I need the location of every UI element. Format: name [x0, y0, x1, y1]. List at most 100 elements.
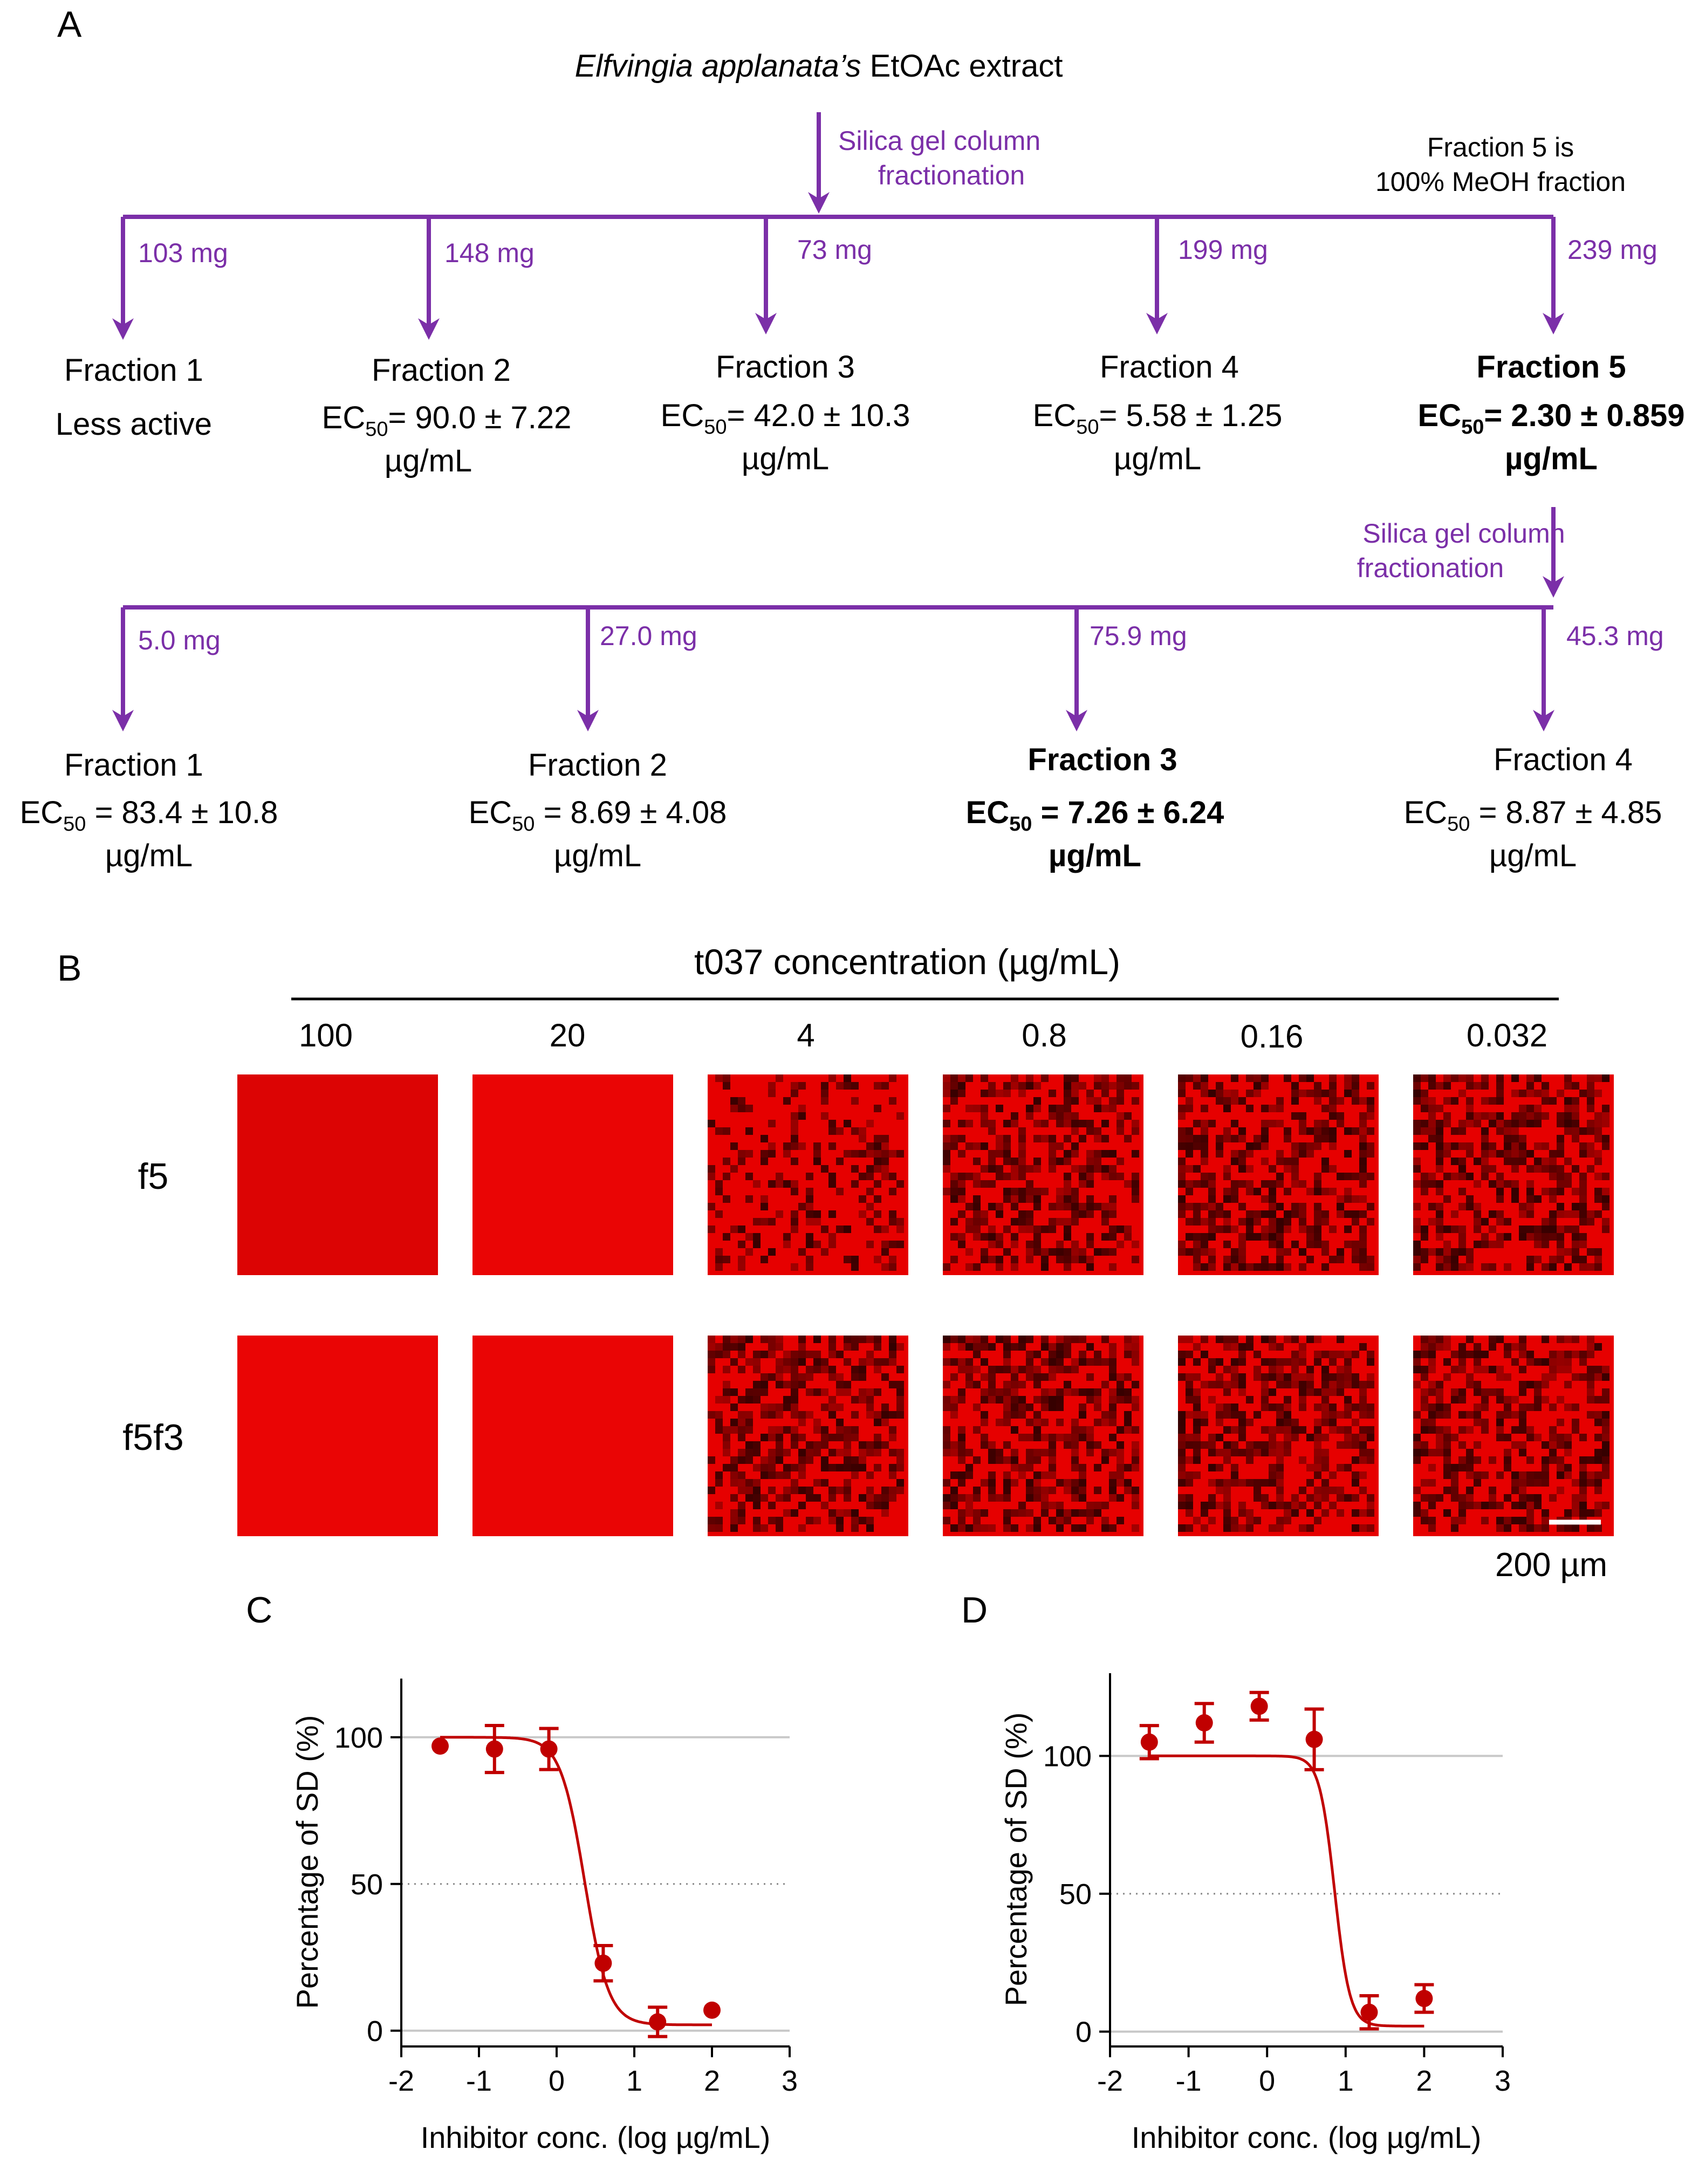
microscopy-tile: [708, 1074, 908, 1275]
microscopy-tiles: [237, 1074, 1614, 1536]
data-point: [1140, 1733, 1158, 1751]
extract-title: Elfvingia applanata’s EtOAc extract: [575, 49, 1063, 84]
fraction-name: Fraction 3: [1028, 742, 1177, 777]
data-point: [540, 1740, 558, 1758]
microscopy-tile: [943, 1336, 1143, 1536]
fraction-name: Fraction 1: [64, 353, 203, 388]
top-fraction-3: Fraction 3 EC50= 42.0 ± 10.3 µg/mL: [661, 350, 910, 476]
bottom-fraction-3: Fraction 3 EC50 = 7.26 ± 6.24 µg/mL: [966, 742, 1224, 873]
row-label-f5f3: f5f3: [122, 1417, 183, 1458]
microscopy-tile: [1178, 1336, 1379, 1536]
bottom-fraction-2: Fraction 2 EC50 = 8.69 ± 4.08 µg/mL: [469, 748, 727, 873]
data-point: [1195, 1714, 1213, 1731]
top-fraction-4: Fraction 4 EC50= 5.58 ± 1.25 µg/mL: [1033, 350, 1283, 476]
step1-label-line1: Silica gel column: [838, 126, 1040, 156]
microscopy-tile: [237, 1336, 438, 1536]
bottom-fraction-4: Fraction 4 EC50 = 8.87 ± 4.85 µg/mL: [1404, 742, 1662, 873]
microscopy-tile: [237, 1074, 438, 1275]
top-fraction-2: Fraction 2 EC50= 90.0 ± 7.22 µg/mL: [322, 353, 572, 478]
concentration-title: t037 concentration (µg/mL): [694, 942, 1120, 982]
note-line2: 100% MeOH fraction: [1375, 167, 1626, 197]
x-tick-label: -1: [466, 2065, 492, 2097]
chart-c: -2 -1 0 1 2 3 0 50 100 Inhibitor conc. (log µg/mL…: [290, 1679, 798, 2154]
microscopy-tile: [1413, 1074, 1614, 1275]
y-tick-label: 50: [351, 1868, 383, 1901]
fraction-ec50: EC50= 42.0 ± 10.3: [661, 398, 910, 439]
fraction-unit: µg/mL: [1505, 441, 1598, 476]
mass-bottom-3: 75.9 mg: [1090, 621, 1187, 651]
fraction-name: Fraction 3: [716, 350, 855, 385]
step2-label-line1: Silica gel column: [1362, 518, 1565, 549]
data-point: [1305, 1730, 1323, 1748]
data-point: [649, 2013, 667, 2031]
data-point: [594, 1954, 612, 1972]
fraction-ec50: EC50 = 83.4 ± 10.8: [20, 795, 278, 836]
fraction-unit: µg/mL: [1114, 441, 1201, 476]
conc-label-3: 4: [797, 1017, 814, 1053]
x-tick-label: 1: [626, 2065, 642, 2097]
x-tick-label: -2: [1097, 2065, 1123, 2097]
fraction-ec50: EC50 = 8.69 ± 4.08: [469, 795, 727, 836]
flowchart-tree-1: [112, 112, 1564, 340]
x-tick-label: 2: [704, 2065, 720, 2097]
fraction-unit: µg/mL: [1049, 838, 1141, 873]
top-fraction-1: Fraction 1 Less active: [56, 353, 212, 442]
conc-label-6: 0.032: [1467, 1017, 1547, 1053]
fraction-ec50: EC50= 5.58 ± 1.25: [1033, 398, 1283, 439]
fraction-name: Fraction 4: [1494, 742, 1633, 777]
fraction-name: Fraction 2: [372, 353, 511, 388]
x-tick-label: 3: [1495, 2065, 1511, 2097]
fraction-unit: µg/mL: [1489, 838, 1577, 873]
fit-curve: [1149, 1754, 1424, 2028]
step1-label-line2: fractionation: [878, 160, 1025, 190]
data-point: [485, 1740, 503, 1758]
x-tick-label: 3: [782, 2065, 798, 2097]
note-line1: Fraction 5 is: [1427, 132, 1574, 162]
fraction-unit: µg/mL: [742, 441, 829, 476]
microscopy-tile: [472, 1074, 673, 1275]
y-tick-label: 50: [1059, 1878, 1092, 1911]
mass-bottom-1: 5.0 mg: [138, 625, 221, 655]
data-point: [1360, 2003, 1378, 2021]
flowchart-tree-2: [112, 507, 1564, 731]
x-tick-label: 2: [1416, 2065, 1432, 2097]
fraction-name: Fraction 4: [1100, 350, 1239, 385]
panel-label-b: B: [57, 948, 81, 989]
conc-label-1: 100: [299, 1017, 353, 1053]
mass-top-3: 73 mg: [797, 235, 872, 265]
x-axis-title: Inhibitor conc. (log µg/mL): [421, 2120, 771, 2154]
x-tick-label: 1: [1338, 2065, 1354, 2097]
x-axis-title: Inhibitor conc. (log µg/mL): [1132, 2120, 1482, 2154]
fraction-name: Fraction 2: [528, 748, 667, 783]
y-tick-label: 100: [1043, 1740, 1092, 1772]
bottom-fraction-1: Fraction 1 EC50 = 83.4 ± 10.8 µg/mL: [20, 748, 278, 873]
fraction-unit: µg/mL: [105, 838, 193, 873]
fraction-ec50: EC50= 90.0 ± 7.22: [322, 400, 572, 441]
microscopy-tile: [1413, 1336, 1614, 1536]
y-tick-label: 0: [1076, 2016, 1092, 2048]
microscopy-tile: [943, 1074, 1143, 1275]
fraction-name: Fraction 1: [64, 748, 203, 783]
y-axis-title: Percentage of SD (%): [999, 1713, 1033, 2007]
y-axis-title: Percentage of SD (%): [290, 1715, 324, 2009]
concentration-labels: 100 20 4 0.8 0.16 0.032: [299, 1017, 1547, 1055]
fraction-ec50: EC50 = 8.87 ± 4.85: [1404, 795, 1662, 836]
panel-label-c: C: [246, 1590, 272, 1631]
x-tick-label: -1: [1176, 2065, 1202, 2097]
fraction-ec50: EC50= 2.30 ± 0.859: [1418, 398, 1685, 439]
scale-bar-label: 200 µm: [1495, 1546, 1607, 1584]
data-point: [1415, 1990, 1433, 2008]
x-tick-label: -2: [388, 2065, 414, 2097]
microscopy-tile: [708, 1336, 908, 1536]
conc-label-5: 0.16: [1241, 1018, 1304, 1055]
conc-label-2: 20: [550, 1017, 586, 1053]
x-tick-label: 0: [1259, 2065, 1275, 2097]
fraction-ec50: EC50 = 7.26 ± 6.24: [966, 795, 1224, 836]
data-point: [703, 2001, 721, 2019]
top-fraction-5: Fraction 5 EC50= 2.30 ± 0.859 µg/mL: [1418, 350, 1685, 476]
mass-bottom-2: 27.0 mg: [600, 621, 697, 651]
y-tick-label: 100: [334, 1722, 383, 1754]
mass-bottom-4: 45.3 mg: [1566, 621, 1664, 651]
microscopy-tile: [472, 1336, 673, 1536]
mass-top-5: 239 mg: [1567, 235, 1657, 265]
